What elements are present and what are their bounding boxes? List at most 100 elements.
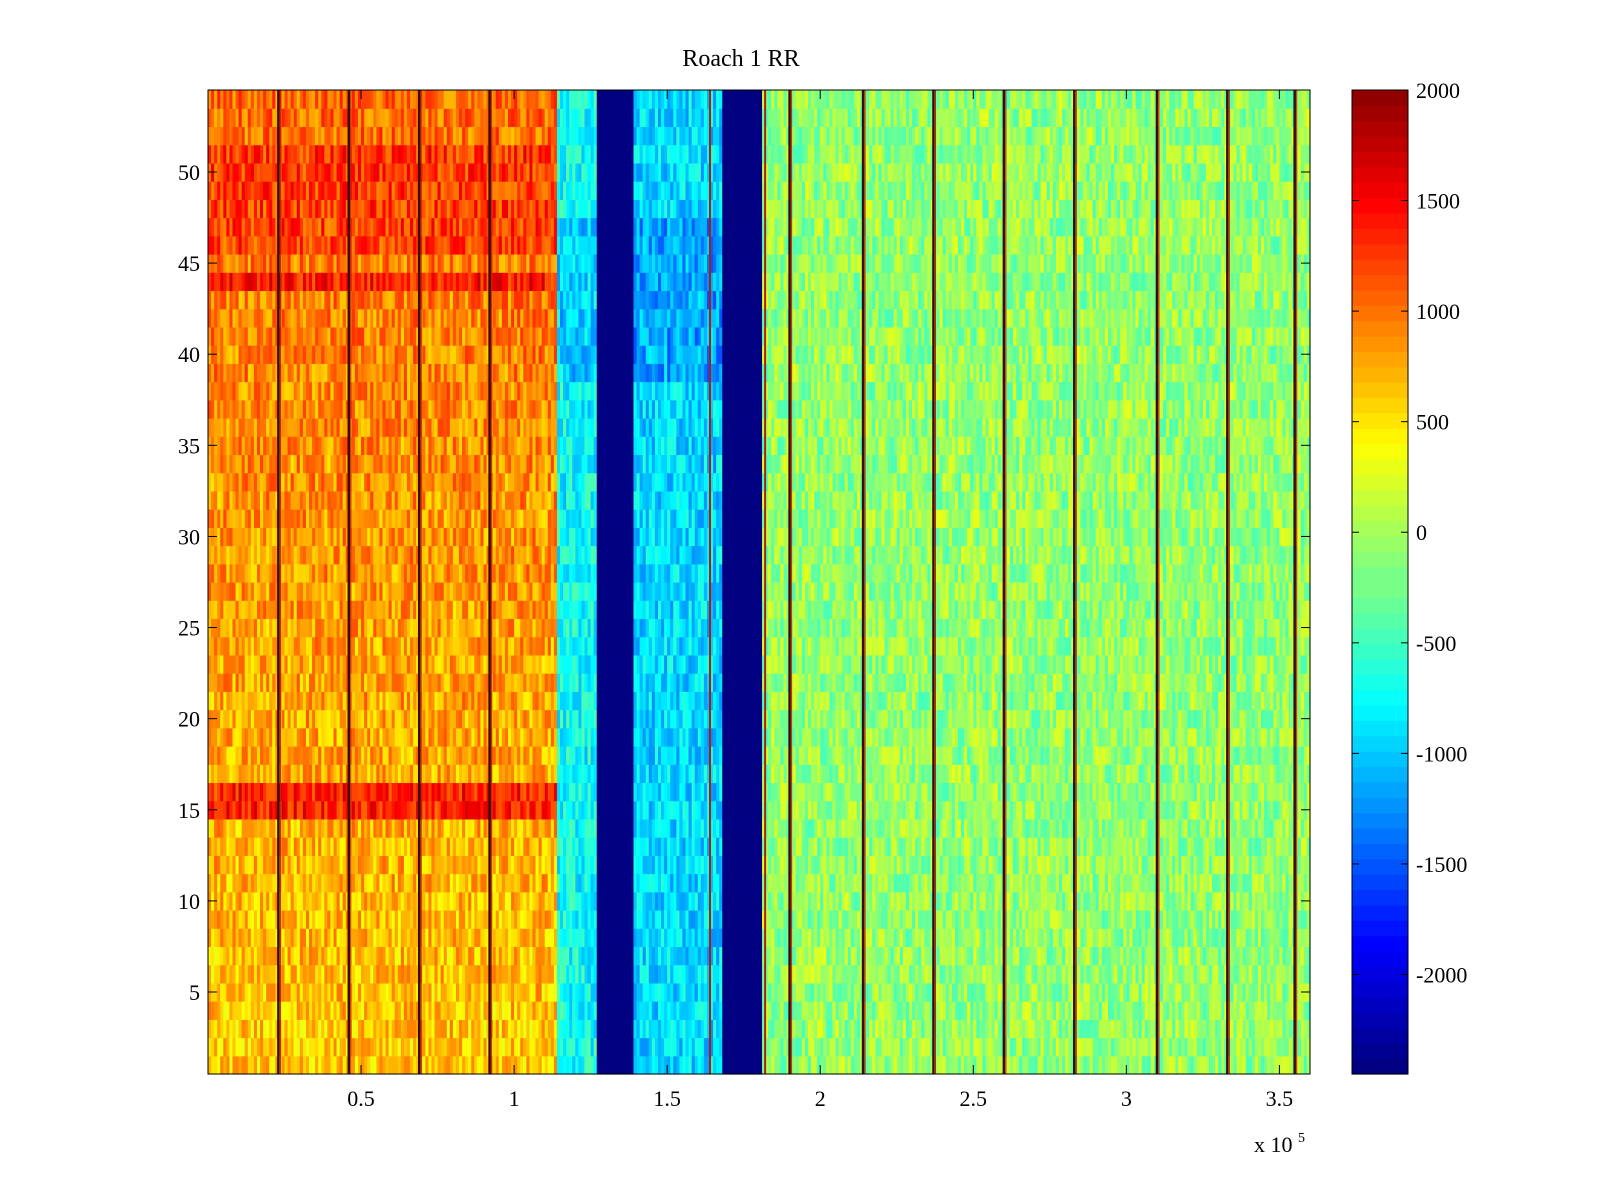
heatmap-cell: [281, 290, 286, 310]
heatmap-cell: [260, 618, 264, 638]
heatmap-cell: [443, 855, 448, 875]
heatmap-cell: [327, 162, 332, 182]
heatmap-cell: [357, 308, 362, 328]
heatmap-cell: [376, 126, 381, 146]
heatmap-cell: [342, 891, 347, 911]
heatmap-cell: [342, 727, 347, 747]
heatmap-cell: [229, 764, 234, 784]
heatmap-cell: [217, 746, 221, 765]
heatmap-cell: [223, 326, 227, 346]
heatmap-cell: [333, 454, 338, 474]
heatmap-cell: [284, 982, 289, 1002]
heatmap-cell: [397, 618, 402, 638]
heatmap-cell: [220, 873, 224, 893]
heatmap-cell: [318, 217, 322, 237]
heatmap-cell: [452, 1001, 457, 1020]
heatmap-cell: [305, 345, 310, 364]
heatmap-cell: [253, 673, 258, 692]
heatmap-cell: [431, 800, 436, 820]
heatmap-cell: [327, 418, 332, 437]
heatmap-cell: [232, 162, 237, 182]
heatmap-cell: [217, 108, 221, 128]
heatmap-cell: [477, 308, 482, 328]
heatmap-cell: [370, 418, 374, 437]
heatmap-cell: [281, 982, 286, 1002]
heatmap-cell: [468, 308, 472, 328]
heatmap-cell: [459, 910, 463, 929]
heatmap-cell: [318, 673, 322, 692]
heatmap-cell: [281, 381, 286, 401]
heatmap-cell: [406, 982, 411, 1002]
heatmap-cell: [321, 837, 325, 856]
heatmap-cell: [244, 527, 249, 547]
heatmap-cell: [437, 618, 442, 638]
heatmap-cell: [223, 126, 227, 146]
heatmap-cell: [336, 600, 341, 620]
heatmap-cell: [269, 928, 273, 948]
heatmap-cell: [357, 254, 362, 273]
heatmap-cell: [364, 982, 368, 1002]
heatmap-cell: [459, 181, 463, 200]
heatmap-cell: [287, 509, 292, 528]
heatmap-cell: [214, 381, 218, 401]
heatmap-cell: [400, 235, 405, 255]
heatmap-cell: [449, 928, 454, 948]
heatmap-cell: [263, 181, 267, 200]
heatmap-cell: [480, 199, 485, 219]
heatmap-cell: [321, 181, 325, 200]
heatmap-cell: [318, 727, 322, 747]
heatmap-cell: [413, 727, 417, 747]
heatmap-cell: [397, 1001, 402, 1020]
heatmap-cell: [459, 235, 463, 255]
heatmap-cell: [293, 964, 298, 984]
heatmap-cell: [269, 199, 273, 219]
heatmap-cell: [336, 199, 341, 219]
heatmap-cell: [299, 545, 304, 565]
heatmap-cell: [281, 855, 286, 875]
heatmap-cell: [235, 600, 240, 620]
heatmap-cell: [226, 1037, 231, 1057]
heatmap-cell: [391, 764, 396, 784]
heatmap-cell: [232, 837, 237, 856]
heatmap-cell: [357, 946, 362, 966]
heatmap-cell: [260, 654, 264, 674]
heatmap-cell: [449, 363, 454, 383]
heatmap-cell: [305, 1019, 310, 1039]
heatmap-cell: [299, 709, 304, 729]
heatmap-cell: [232, 618, 237, 638]
heatmap-cell: [241, 199, 246, 219]
heatmap-cell: [480, 272, 485, 292]
heatmap-cell: [403, 1037, 408, 1057]
heatmap-cell: [266, 1019, 270, 1039]
heatmap-cell: [379, 418, 384, 437]
heatmap-cell: [354, 1055, 359, 1075]
heatmap-cell: [351, 691, 356, 711]
heatmap-cell: [410, 527, 414, 547]
heatmap-cell: [220, 746, 224, 765]
heatmap-cell: [477, 509, 482, 528]
heatmap-cell: [357, 691, 362, 711]
heatmap-cell: [229, 108, 234, 128]
heatmap-cell: [333, 636, 338, 656]
heatmap-cell: [315, 254, 319, 273]
heatmap-cell: [281, 126, 286, 146]
heatmap-cell: [400, 636, 405, 656]
heatmap-cell: [290, 837, 295, 856]
heatmap-cell: [462, 982, 466, 1002]
heatmap-cell: [302, 199, 307, 219]
heatmap-cell: [373, 782, 377, 802]
heatmap-cell: [425, 326, 429, 346]
heatmap-cell: [459, 454, 463, 474]
heatmap-cell: [263, 818, 267, 838]
heatmap-cell: [388, 654, 393, 674]
heatmap-cell: [217, 162, 221, 182]
heatmap-cell: [226, 800, 231, 820]
heatmap-cell: [483, 1055, 488, 1075]
heatmap-cell: [214, 782, 218, 802]
heatmap-cell: [263, 691, 267, 711]
heatmap-cell: [428, 946, 433, 966]
heatmap-cell: [208, 399, 212, 419]
heatmap-cell: [425, 108, 429, 128]
heatmap-cell: [327, 928, 332, 948]
heatmap-cell: [272, 272, 276, 292]
